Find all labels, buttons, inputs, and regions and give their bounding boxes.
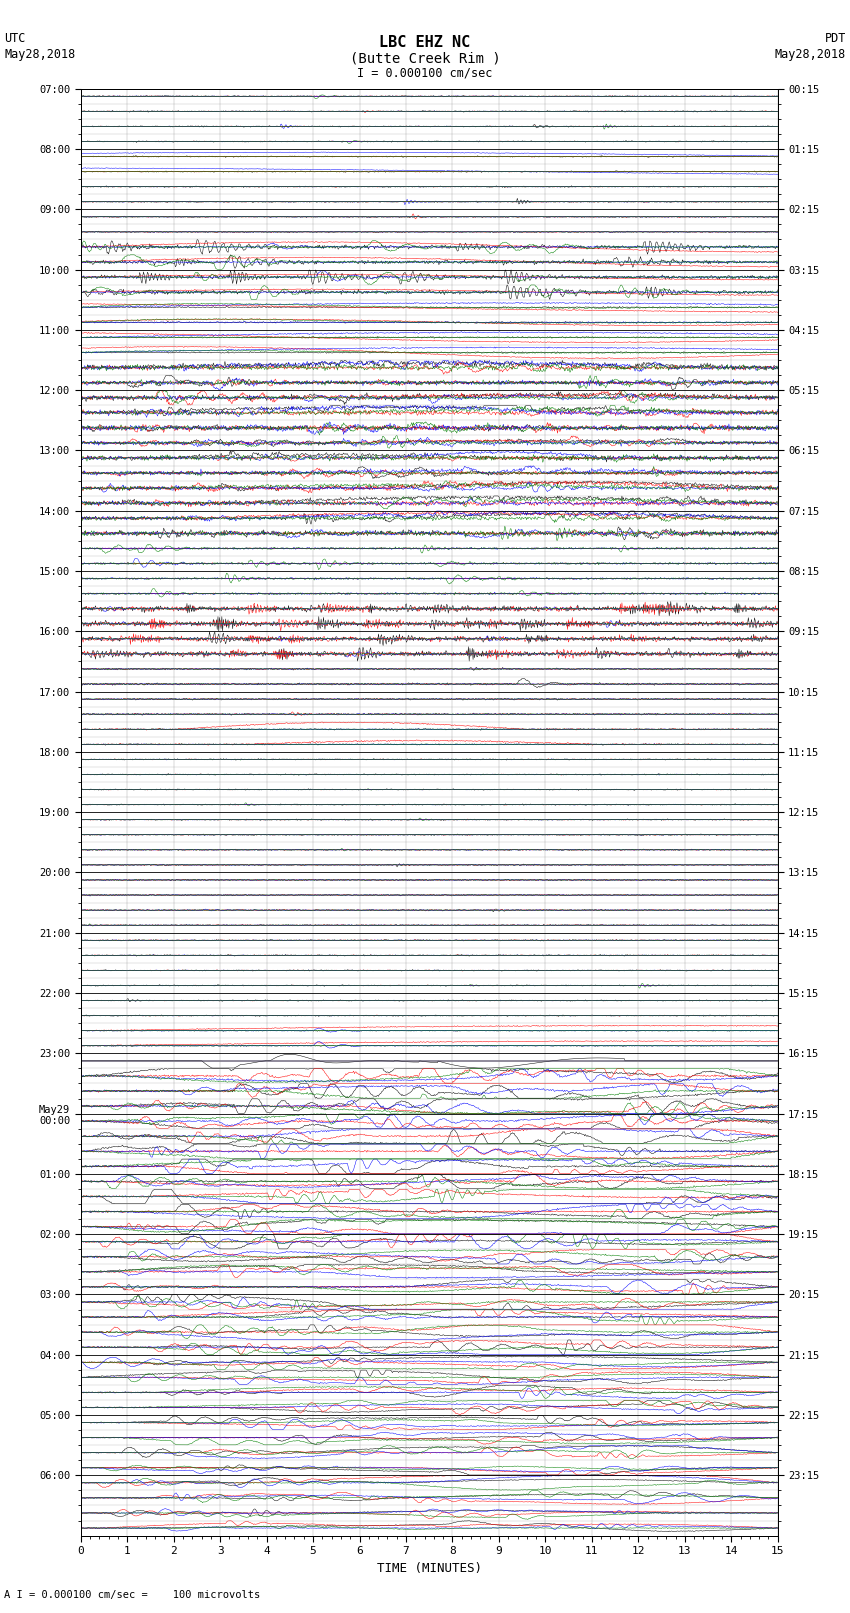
Text: UTC: UTC: [4, 32, 26, 45]
Text: PDT: PDT: [824, 32, 846, 45]
Text: May28,2018: May28,2018: [774, 48, 846, 61]
Text: May28,2018: May28,2018: [4, 48, 76, 61]
Text: I = 0.000100 cm/sec: I = 0.000100 cm/sec: [357, 66, 493, 79]
Text: (Butte Creek Rim ): (Butte Creek Rim ): [349, 52, 501, 66]
Text: A I = 0.000100 cm/sec =    100 microvolts: A I = 0.000100 cm/sec = 100 microvolts: [4, 1590, 260, 1600]
X-axis label: TIME (MINUTES): TIME (MINUTES): [377, 1561, 482, 1574]
Text: LBC EHZ NC: LBC EHZ NC: [379, 35, 471, 50]
